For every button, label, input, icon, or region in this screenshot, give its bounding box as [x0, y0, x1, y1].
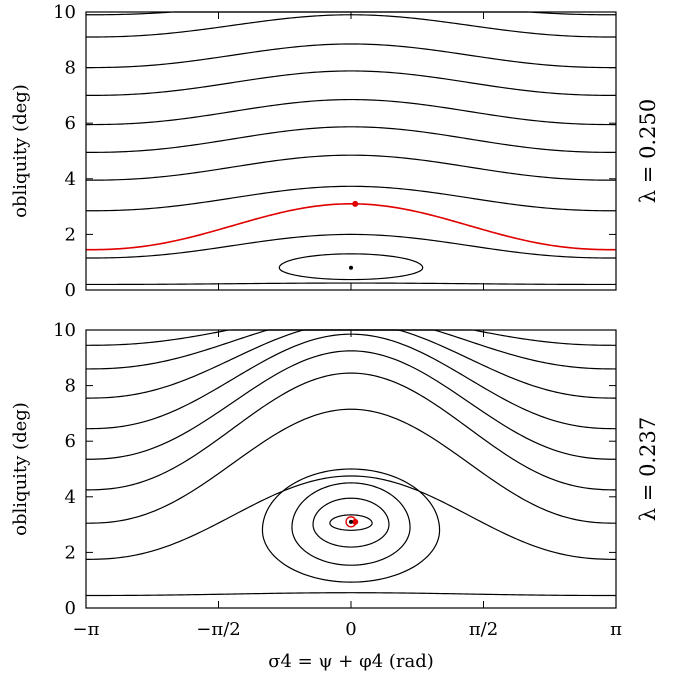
xtick-label-2: 0	[345, 619, 356, 640]
contour-line-3	[85, 372, 617, 491]
contour-line-6	[86, 70, 616, 96]
ytick-label-3: 6	[65, 113, 76, 134]
separatrix-line	[86, 203, 616, 251]
ytick-label-5: 10	[53, 2, 76, 23]
ticks-top: 0 2 4 6 8 10	[53, 2, 617, 301]
ylabel-bottom: obliquity (deg)	[10, 402, 31, 536]
closed-orbit-0	[278, 253, 424, 281]
panel-top: 0 2 4 6 8 10 obliquity (deg) λ = 0.250	[10, 2, 660, 301]
ytick-label-4: 8	[65, 58, 76, 79]
closed-orbit-2	[291, 482, 411, 566]
contours-top	[86, 11, 616, 286]
contours-bottom	[85, 329, 617, 597]
contour-line-5	[85, 333, 617, 430]
ytick-label-5: 10	[53, 320, 76, 341]
ytick-label-3: 6	[65, 431, 76, 452]
xtick-label-4: π	[610, 619, 622, 640]
ytick-label-1: 2	[65, 224, 76, 245]
contour-line-7	[86, 43, 616, 69]
equilibrium-point-1	[352, 518, 359, 525]
contour-line-2	[85, 408, 617, 524]
xlabel: σ4 = ψ + φ4 (rad)	[268, 651, 434, 672]
xtick-label-1: −π/2	[196, 619, 240, 640]
panel-label-bottom: λ = 0.237	[636, 417, 660, 521]
contour-line-0	[86, 592, 616, 597]
contour-line-3	[86, 154, 616, 181]
ytick-label-2: 4	[65, 487, 76, 508]
contour-line-2	[86, 185, 616, 212]
xtick-label-3: π/2	[469, 619, 498, 640]
frame-top	[85, 11, 617, 291]
closed-orbit-0	[329, 514, 373, 531]
ytick-label-0: 0	[65, 280, 76, 301]
contour-line-5	[86, 98, 616, 126]
equilibrium-point-0	[352, 200, 359, 207]
ytick-label-4: 8	[65, 376, 76, 397]
xtick-label-0: −π	[73, 619, 100, 640]
contour-line-4	[86, 126, 616, 153]
ylabel-top: obliquity (deg)	[10, 84, 31, 218]
ytick-label-0: 0	[65, 598, 76, 619]
contour-line-1	[86, 233, 616, 259]
panel-label-top: λ = 0.250	[636, 99, 660, 203]
closed-orbit-1	[312, 497, 390, 548]
contour-line-4	[85, 350, 617, 460]
equilibrium-point-1	[349, 265, 353, 270]
ticks-bottom: 0 2 4 6 8 10 −π −π/2 0 π/2 π	[53, 320, 622, 640]
ytick-label-1: 2	[65, 542, 76, 563]
equilibrium-point-2	[349, 519, 353, 524]
contour-line-1	[85, 475, 617, 560]
ytick-label-2: 4	[65, 169, 76, 190]
panel-bottom: 0 2 4 6 8 10 −π −π/2 0 π/2 π obliquity (deg) λ = 0…	[10, 320, 660, 672]
closed-orbit-3	[261, 468, 441, 583]
